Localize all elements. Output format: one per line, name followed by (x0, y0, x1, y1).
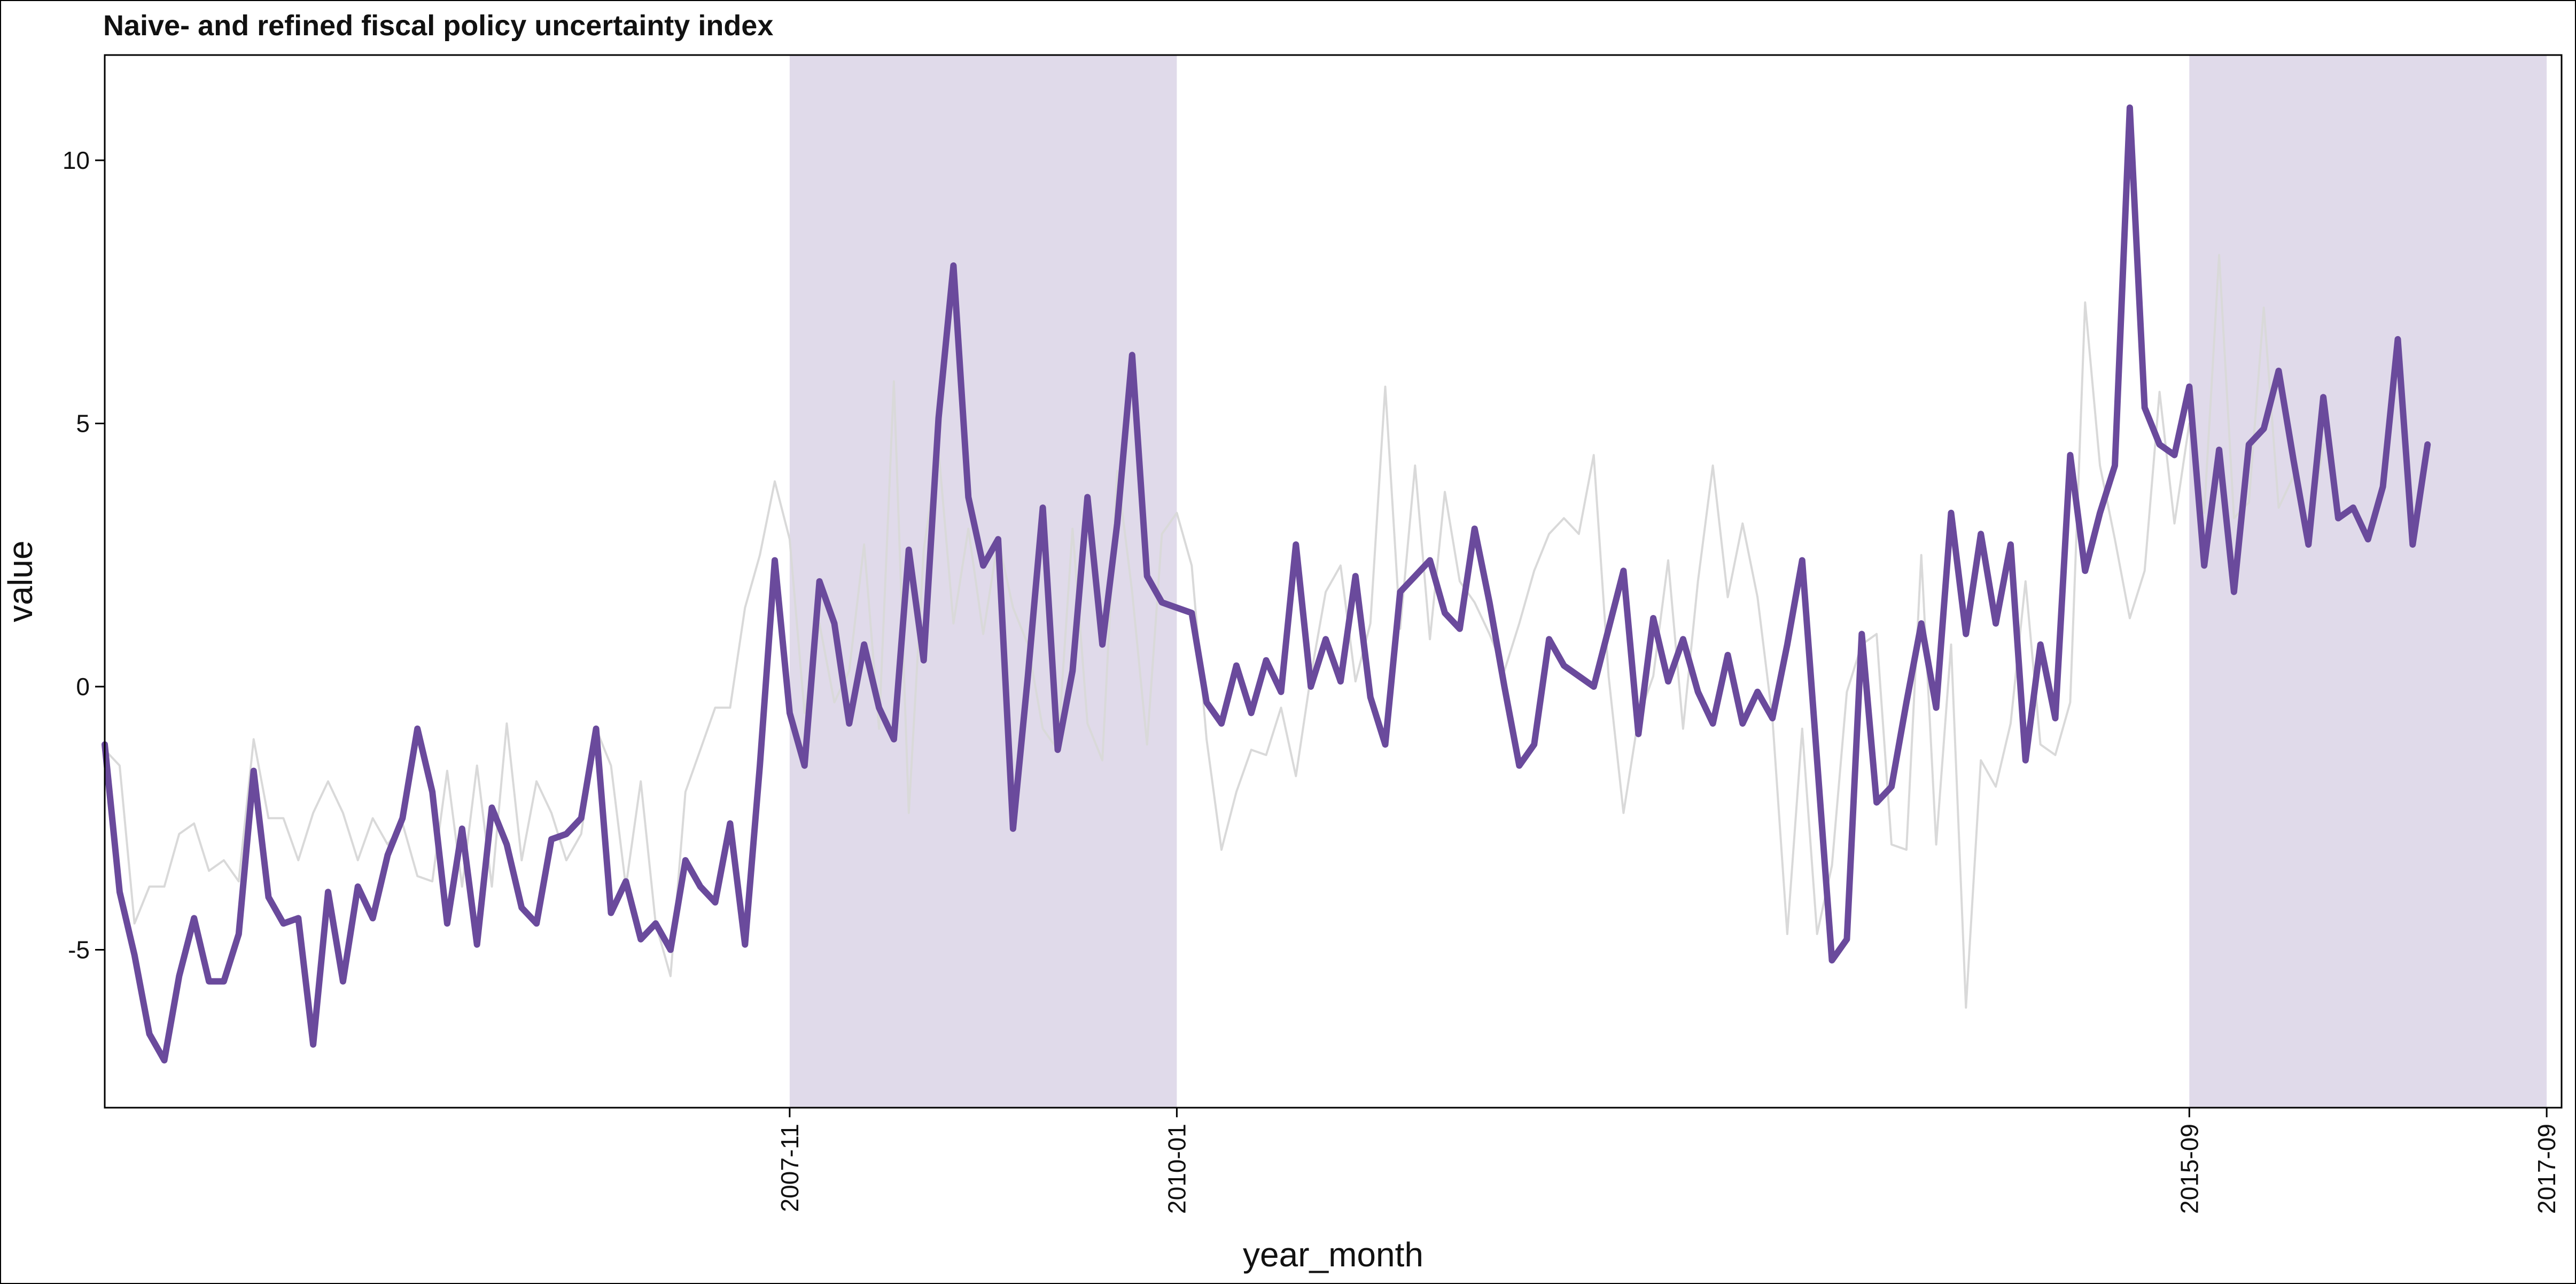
x-tick-label: 2010-01 (1163, 1124, 1190, 1214)
y-tick-label: 0 (76, 673, 90, 701)
plot-frame (104, 54, 2563, 1109)
shaded-period (2189, 55, 2547, 1108)
y-tick-label: 10 (63, 146, 90, 174)
y-axis: -5 0 5 10 (63, 146, 105, 964)
x-tick-label: 2007-11 (776, 1124, 804, 1212)
y-tick-label: 5 (76, 410, 90, 438)
shaded-period (789, 55, 1177, 1108)
chart-title: Naive- and refined fiscal policy uncerta… (103, 10, 773, 42)
x-axis-title: year_month (1243, 1235, 1423, 1274)
y-tick-label: -5 (68, 936, 90, 964)
naive-series (104, 254, 2325, 1009)
shaded-periods (789, 55, 2547, 1108)
naive-series-line (104, 254, 2325, 1009)
y-axis-title: value (1, 541, 40, 622)
refined-series-line (102, 104, 2431, 1064)
x-tick-label: 2017-09 (2533, 1124, 2561, 1214)
refined-series (102, 104, 2431, 1064)
x-axis: 2007-11 2010-01 2015-09 2017-09 (776, 1108, 2561, 1214)
x-tick-label: 2015-09 (2175, 1124, 2203, 1214)
